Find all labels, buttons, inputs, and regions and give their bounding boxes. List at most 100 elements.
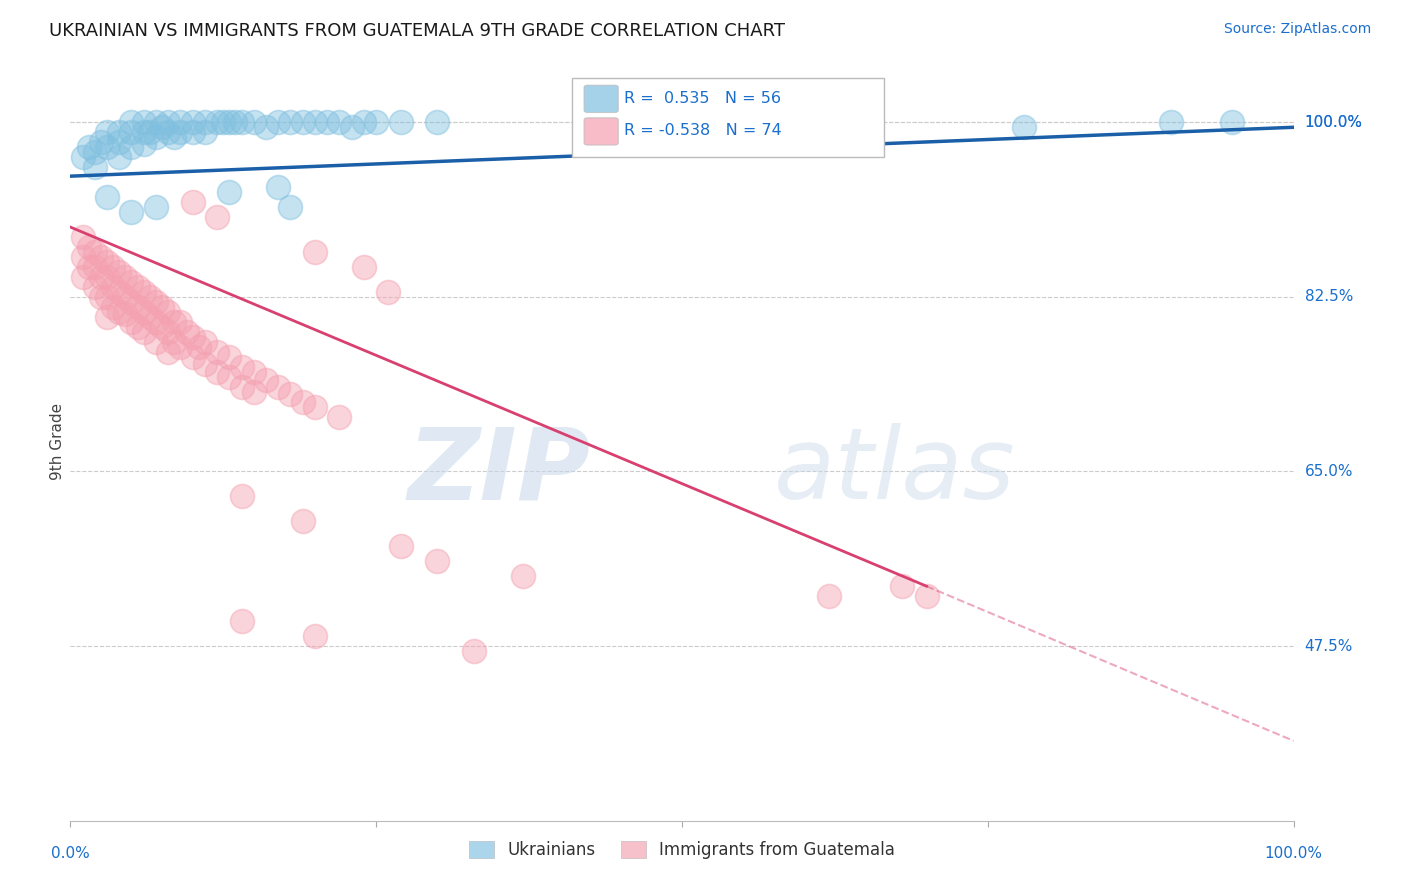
Point <box>205 210 228 224</box>
Point <box>108 150 131 164</box>
Point <box>132 137 155 152</box>
Point <box>145 315 167 329</box>
Point <box>224 115 246 129</box>
Point <box>121 140 143 154</box>
Point <box>145 130 167 145</box>
Point <box>157 305 180 319</box>
Point <box>96 125 118 139</box>
Point <box>205 115 228 129</box>
Point <box>132 285 155 299</box>
Point <box>194 357 217 371</box>
Point <box>194 125 217 139</box>
Point <box>181 125 204 139</box>
Point <box>108 305 131 319</box>
Text: UKRAINIAN VS IMMIGRANTS FROM GUATEMALA 9TH GRADE CORRELATION CHART: UKRAINIAN VS IMMIGRANTS FROM GUATEMALA 9… <box>49 22 785 40</box>
Point <box>194 334 217 349</box>
Point <box>817 589 839 603</box>
Point <box>340 120 363 135</box>
Point <box>83 280 105 294</box>
Point <box>267 180 290 194</box>
Point <box>291 514 314 528</box>
Point <box>132 115 155 129</box>
Point <box>108 265 131 279</box>
Point <box>1014 120 1036 135</box>
Point <box>243 384 266 399</box>
Point <box>127 280 149 294</box>
Point <box>231 614 253 628</box>
Point <box>139 310 162 324</box>
Point <box>121 125 143 139</box>
Text: 100.0%: 100.0% <box>1305 115 1362 130</box>
Point <box>96 140 118 154</box>
Point <box>150 120 173 135</box>
Point <box>915 589 938 603</box>
Point <box>291 115 314 129</box>
Point <box>145 334 167 349</box>
Point <box>512 569 534 583</box>
Point <box>304 244 326 259</box>
FancyBboxPatch shape <box>583 85 619 112</box>
Point <box>243 115 266 129</box>
Point <box>157 125 180 139</box>
Point <box>72 269 94 284</box>
Point <box>218 185 240 199</box>
Text: atlas: atlas <box>773 424 1015 520</box>
Point <box>83 145 105 160</box>
Text: R =  0.535   N = 56: R = 0.535 N = 56 <box>624 91 782 105</box>
Point <box>127 319 149 334</box>
Point <box>267 115 290 129</box>
Point <box>218 350 240 364</box>
Point <box>328 115 350 129</box>
Point <box>96 290 118 304</box>
Point <box>163 334 186 349</box>
Point <box>254 373 277 387</box>
Point <box>96 190 118 204</box>
Point <box>212 115 235 129</box>
Point <box>83 260 105 274</box>
Point <box>96 269 118 284</box>
Text: Source: ZipAtlas.com: Source: ZipAtlas.com <box>1223 22 1371 37</box>
Point <box>121 315 143 329</box>
Point <box>121 275 143 289</box>
Point <box>291 394 314 409</box>
Legend: Ukrainians, Immigrants from Guatemala: Ukrainians, Immigrants from Guatemala <box>463 834 901 865</box>
Point <box>377 285 399 299</box>
Point <box>280 200 302 214</box>
Point <box>132 305 155 319</box>
Text: 0.0%: 0.0% <box>51 846 90 861</box>
Point <box>108 285 131 299</box>
Point <box>267 379 290 393</box>
Point <box>145 115 167 129</box>
Point <box>90 250 112 264</box>
Text: 100.0%: 100.0% <box>1305 115 1362 130</box>
Point <box>163 130 186 145</box>
Point <box>101 300 124 314</box>
Point <box>328 409 350 424</box>
Point <box>243 365 266 379</box>
Point <box>231 379 253 393</box>
Point <box>1220 115 1243 129</box>
Point <box>121 115 143 129</box>
Text: 82.5%: 82.5% <box>1305 289 1353 304</box>
Point <box>855 115 877 129</box>
Point <box>205 365 228 379</box>
Point <box>114 307 136 321</box>
Point <box>231 490 253 504</box>
Point <box>231 115 253 129</box>
Point <box>121 205 143 219</box>
Point <box>463 644 485 658</box>
Text: ZIP: ZIP <box>408 424 591 520</box>
Point <box>145 294 167 309</box>
Point <box>96 255 118 269</box>
Point <box>181 350 204 364</box>
Point <box>426 115 449 129</box>
Point <box>127 300 149 314</box>
Point <box>139 125 162 139</box>
Point <box>77 240 100 254</box>
Point <box>389 539 412 553</box>
Point <box>114 290 136 304</box>
Point <box>218 115 240 129</box>
Point <box>163 315 186 329</box>
Point <box>139 290 162 304</box>
Point <box>77 140 100 154</box>
